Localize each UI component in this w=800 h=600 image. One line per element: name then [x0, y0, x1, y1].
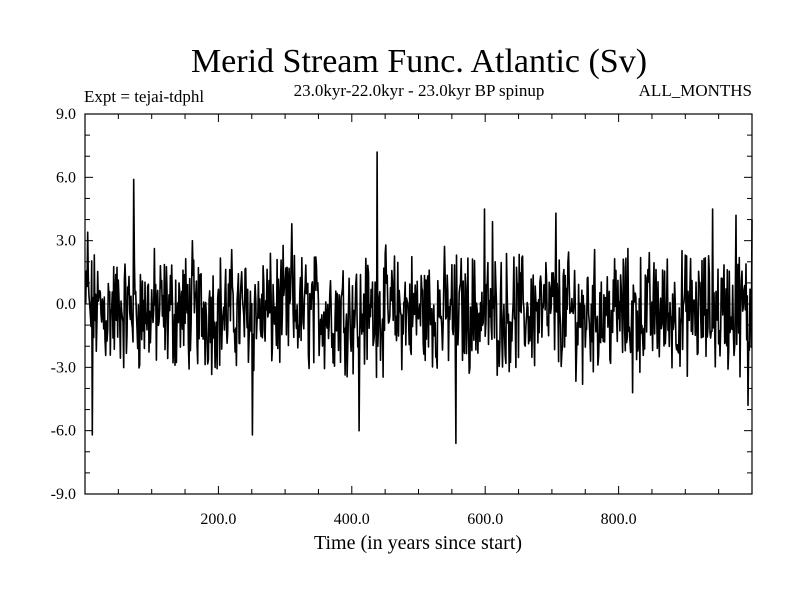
tick-label-layer: 200.0 400.0 600.0 800.0 -9.0 -6.0 -3.0 0.0 3.0 6.…	[51, 106, 637, 528]
y-tick-label: 3.0	[56, 233, 76, 250]
x-axis-label: Time (in years since start)	[314, 532, 522, 554]
series-line	[84, 151, 753, 445]
x-tick-label: 400.0	[334, 511, 370, 528]
y-tick-label: -9.0	[51, 486, 76, 503]
y-tick-label: -3.0	[51, 359, 76, 376]
x-tick-label: 600.0	[467, 511, 503, 528]
chart-left-label: Expt = tejai-tdphl	[84, 87, 204, 106]
chart-right-label: ALL_MONTHS	[639, 81, 752, 100]
x-tick-label: 800.0	[601, 511, 637, 528]
x-tick-label: 200.0	[200, 511, 236, 528]
y-tick-label: 0.0	[56, 296, 76, 313]
y-tick-label: 6.0	[56, 169, 76, 186]
y-tick-label: 9.0	[56, 106, 76, 123]
y-tick-label: -6.0	[51, 423, 76, 440]
chart-subtitle: 23.0kyr-22.0kyr - 23.0kyr BP spinup	[294, 81, 545, 100]
tick-layer	[85, 114, 752, 494]
chart-title: Merid Stream Func. Atlantic (Sv)	[191, 43, 647, 80]
